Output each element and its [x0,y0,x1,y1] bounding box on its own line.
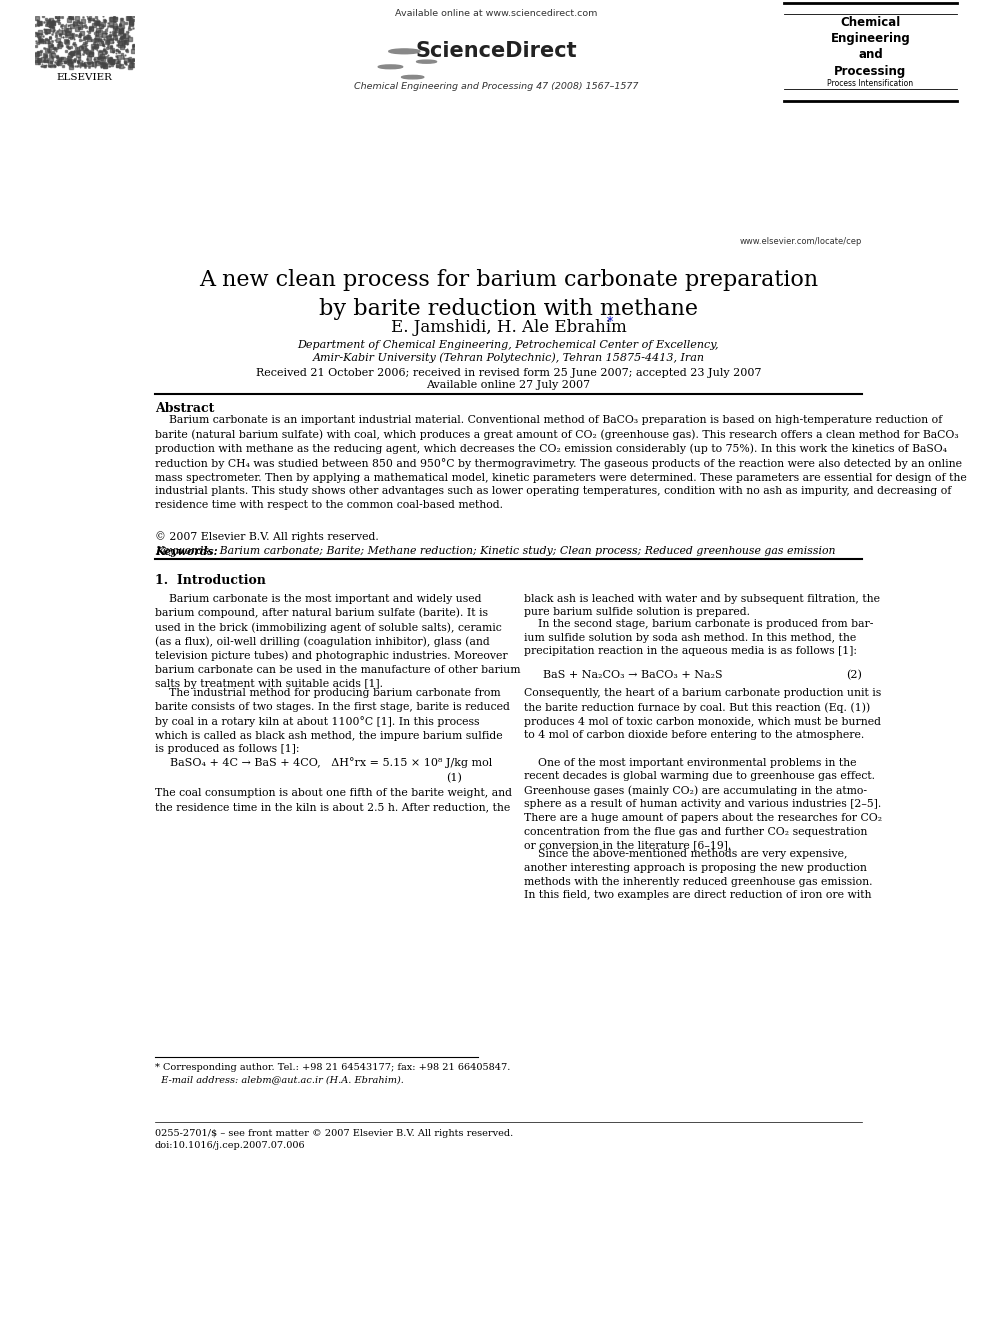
Text: *: * [607,316,613,328]
Text: (1): (1) [446,773,462,783]
Text: Consequently, the heart of a barium carbonate production unit is
the barite redu: Consequently, the heart of a barium carb… [524,688,881,740]
Text: BaSO₄ + 4C → BaS + 4CO,   ΔH°rx = 5.15 × 10⁸ J/kg mol: BaSO₄ + 4C → BaS + 4CO, ΔH°rx = 5.15 × 1… [171,757,492,767]
Text: Amir-Kabir University (Tehran Polytechnic), Tehran 15875-4413, Iran: Amir-Kabir University (Tehran Polytechni… [312,352,704,363]
Text: Keywords:  Barium carbonate; Barite; Methane reduction; Kinetic study; Clean pro: Keywords: Barium carbonate; Barite; Meth… [155,546,835,556]
Circle shape [402,75,424,79]
Text: Department of Chemical Engineering, Petrochemical Center of Excellency,: Department of Chemical Engineering, Petr… [298,340,719,351]
Text: E-mail address: alebm@aut.ac.ir (H.A. Ebrahim).: E-mail address: alebm@aut.ac.ir (H.A. Eb… [155,1076,404,1085]
Text: 1.  Introduction: 1. Introduction [155,574,266,587]
Text: Chemical Engineering and Processing 47 (2008) 1567–1577: Chemical Engineering and Processing 47 (… [354,82,638,91]
Text: The industrial method for producing barium carbonate from
barite consists of two: The industrial method for producing bari… [155,688,510,754]
Text: Available online at www.sciencedirect.com: Available online at www.sciencedirect.co… [395,9,597,19]
Text: BaS + Na₂CO₃ → BaCO₃ + Na₂S: BaS + Na₂CO₃ → BaCO₃ + Na₂S [543,671,722,680]
Text: Available online 27 July 2007: Available online 27 July 2007 [427,380,590,390]
Text: The coal consumption is about one fifth of the barite weight, and
the residence : The coal consumption is about one fifth … [155,789,512,812]
Text: One of the most important environmental problems in the
recent decades is global: One of the most important environmental … [524,758,882,851]
Text: Barium carbonate is the most important and widely used
barium compound, after na: Barium carbonate is the most important a… [155,594,520,688]
Text: 0255-2701/$ – see front matter © 2007 Elsevier B.V. All rights reserved.: 0255-2701/$ – see front matter © 2007 El… [155,1129,513,1138]
Text: (2): (2) [846,671,862,680]
Text: In the second stage, barium carbonate is produced from bar-
ium sulfide solution: In the second stage, barium carbonate is… [524,619,873,656]
Text: * Corresponding author. Tel.: +98 21 64543177; fax: +98 21 66405847.: * Corresponding author. Tel.: +98 21 645… [155,1064,510,1073]
Text: Process Intensification: Process Intensification [827,79,914,89]
Text: Received 21 October 2006; received in revised form 25 June 2007; accepted 23 Jul: Received 21 October 2006; received in re… [256,368,761,377]
Text: Engineering: Engineering [830,32,911,45]
Text: Barium carbonate is an important industrial material. Conventional method of BaC: Barium carbonate is an important industr… [155,415,966,509]
Text: Processing: Processing [834,65,907,78]
Text: E. Jamshidi, H. Ale Ebrahim: E. Jamshidi, H. Ale Ebrahim [391,319,626,336]
Text: ScienceDirect: ScienceDirect [416,41,576,61]
Circle shape [389,49,420,54]
Circle shape [378,65,403,69]
Text: Since the above-mentioned methods are very expensive,
another interesting approa: Since the above-mentioned methods are ve… [524,849,872,900]
Text: Chemical: Chemical [840,16,901,29]
Text: www.elsevier.com/locate/cep: www.elsevier.com/locate/cep [739,237,862,246]
Text: Abstract: Abstract [155,402,214,415]
Text: A new clean process for barium carbonate preparation
by barite reduction with me: A new clean process for barium carbonate… [198,269,818,320]
Circle shape [417,60,436,64]
Text: Keywords:: Keywords: [155,546,217,557]
Text: doi:10.1016/j.cep.2007.07.006: doi:10.1016/j.cep.2007.07.006 [155,1140,306,1150]
Text: ELSEVIER: ELSEVIER [57,73,112,82]
Text: and: and [858,48,883,61]
Text: black ash is leached with water and by subsequent filtration, the
pure barium su: black ash is leached with water and by s… [524,594,880,618]
Text: © 2007 Elsevier B.V. All rights reserved.: © 2007 Elsevier B.V. All rights reserved… [155,532,379,542]
